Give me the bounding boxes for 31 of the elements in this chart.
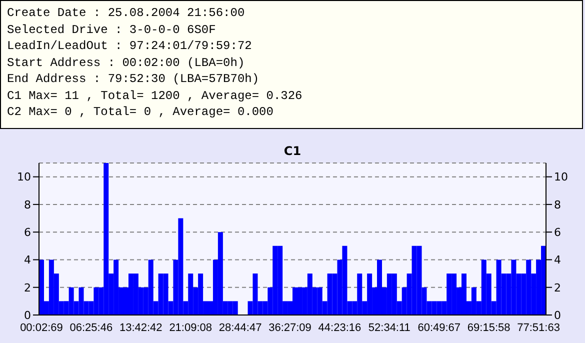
text: LeadIn/LeadOut : 97:24:01/79:59:72 (7, 38, 253, 54)
y-tick-label: 4 (24, 254, 31, 267)
y2-tick-label: 0 (554, 308, 561, 322)
y2-tick-label: 10 (554, 170, 568, 184)
text: Selected Drive : 3-0-0-0 6S0F (7, 22, 217, 38)
x-tick-label: 00:02:69 (20, 322, 63, 334)
x-tick-label: 69:15:58 (467, 322, 510, 334)
x-tick-label: 52:34:11 (368, 322, 410, 334)
y-tick-label: 6 (24, 226, 31, 239)
y2-tick-label: 2 (554, 281, 561, 294)
x-tick-label: 21:09:08 (169, 322, 212, 334)
y-tick-label: 10 (17, 170, 31, 184)
text: Start Address : 00:02:00 (LBA=0h) (7, 54, 246, 71)
x-tick-label: 06:25:46 (70, 322, 113, 334)
chart-title: C1 (282, 144, 302, 158)
text: Create Date : 25.08.2004 21:56:00 (7, 5, 246, 22)
y-tick-label: 2 (24, 281, 31, 294)
text: End Address : 79:52:30 (LBA=57B70h) (7, 71, 260, 88)
x-tick-label: 60:49:67 (418, 322, 461, 334)
y-tick-label: 8 (24, 198, 31, 212)
x-tick-label: 36:27:09 (268, 322, 312, 334)
y2-tick-label: 6 (554, 226, 561, 239)
x-tick-label: 28:44:47 (218, 322, 262, 334)
y-tick-label: 0 (24, 308, 31, 322)
x-tick-label: 77:51:63 (517, 322, 560, 334)
x-tick-label: 13:42:42 (119, 322, 162, 334)
y2-tick-label: 4 (554, 254, 561, 267)
x-tick-label: 44:23:16 (318, 322, 362, 334)
text: C1 Max= 11 , Total= 1200 , Average= 0.326 (7, 88, 304, 104)
y2-tick-label: 8 (554, 198, 561, 212)
text: C2 Max= 0 , Total= 0 , Average= 0.000 (7, 104, 274, 120)
